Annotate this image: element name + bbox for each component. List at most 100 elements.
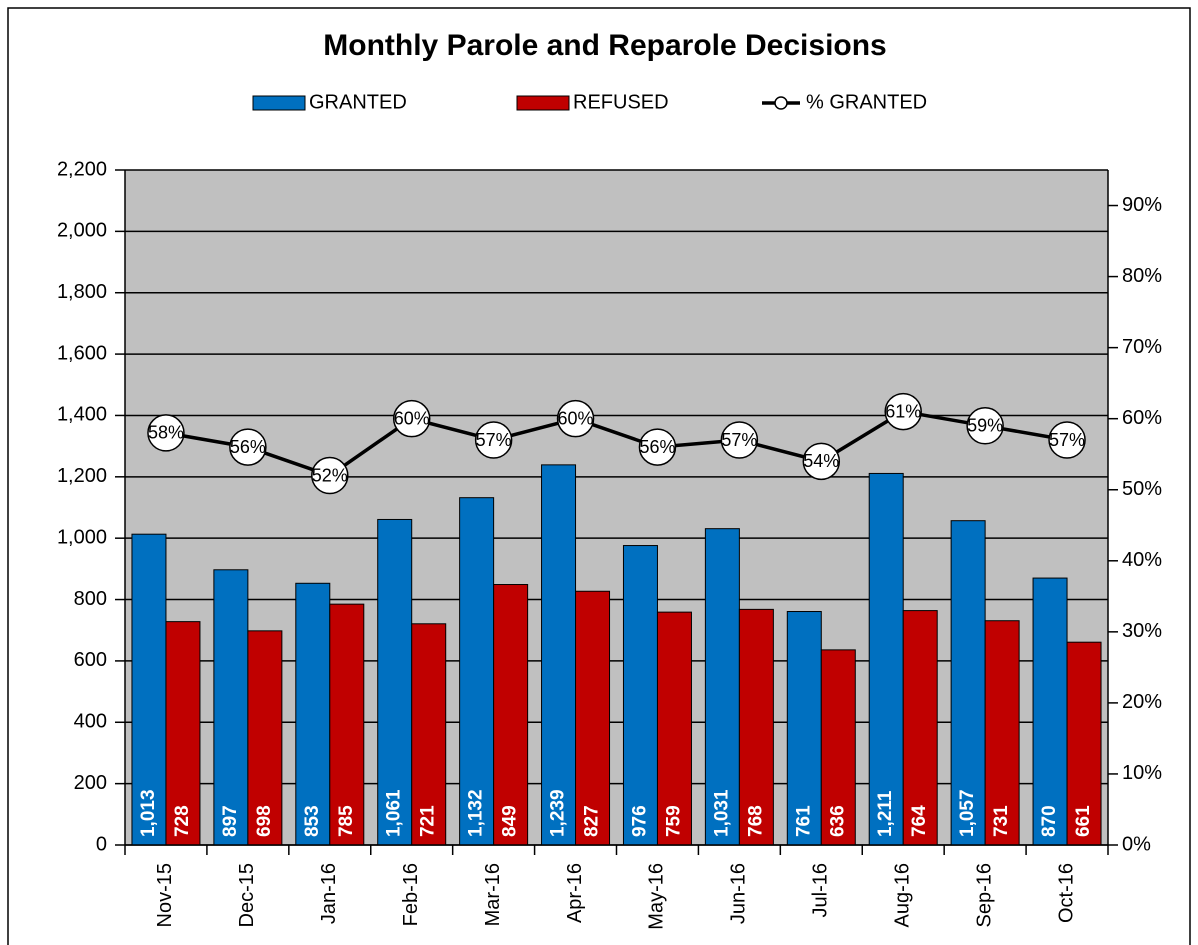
legend-swatch bbox=[516, 95, 570, 111]
y-tick-label: 1,200 bbox=[57, 465, 107, 487]
y2-tick-label: 20% bbox=[1122, 691, 1162, 713]
line-marker bbox=[392, 399, 431, 438]
bar bbox=[902, 610, 938, 846]
bar bbox=[575, 590, 611, 846]
bar bbox=[541, 464, 577, 846]
line-value-label: 54% bbox=[803, 451, 839, 471]
x-tick-label: Oct-16 bbox=[1055, 863, 1077, 923]
legend-label: % GRANTED bbox=[806, 91, 927, 113]
y2-tick-label: 70% bbox=[1122, 336, 1162, 358]
y-tick-label: 1,800 bbox=[57, 281, 107, 303]
line-marker bbox=[474, 421, 513, 459]
bar-value-label: 1,061 bbox=[384, 789, 405, 837]
legend-label: GRANTED bbox=[309, 91, 407, 113]
bar-value-label: 761 bbox=[793, 805, 814, 837]
line-marker bbox=[802, 442, 841, 481]
y2-tick-label: 60% bbox=[1122, 407, 1162, 429]
x-tick-label: Jan-16 bbox=[318, 863, 340, 924]
bar bbox=[329, 603, 365, 846]
x-tick-label: Jun-16 bbox=[728, 863, 750, 924]
y-tick-label: 400 bbox=[74, 711, 107, 733]
x-tick-label: Feb-16 bbox=[400, 863, 422, 926]
bar-value-label: 721 bbox=[418, 805, 439, 837]
bar-value-label: 698 bbox=[254, 805, 275, 837]
y2-tick-label: 30% bbox=[1122, 620, 1162, 642]
y-tick-label: 1,400 bbox=[57, 404, 107, 426]
y-tick-label: 800 bbox=[74, 588, 107, 610]
line-marker bbox=[1048, 421, 1086, 459]
line-marker bbox=[229, 428, 267, 466]
line-value-label: 58% bbox=[148, 423, 184, 443]
legend-label: REFUSED bbox=[573, 91, 669, 113]
bar bbox=[411, 623, 447, 846]
chart-title: Monthly Parole and Reparole Decisions bbox=[323, 29, 886, 62]
bar bbox=[213, 569, 249, 846]
legend-marker bbox=[774, 96, 788, 110]
y-tick-label: 1,000 bbox=[57, 526, 107, 548]
bar bbox=[1032, 577, 1068, 846]
line-marker bbox=[720, 421, 759, 459]
bar-value-label: 728 bbox=[172, 805, 193, 837]
line-value-label: 57% bbox=[721, 430, 757, 450]
bar-value-label: 1,013 bbox=[138, 789, 159, 837]
line-value-label: 60% bbox=[394, 408, 430, 428]
line-marker bbox=[147, 414, 185, 452]
plot-area bbox=[125, 170, 1108, 845]
line-value-label: 52% bbox=[312, 465, 348, 485]
line-marker bbox=[884, 392, 922, 431]
bar-value-label: 1,031 bbox=[711, 789, 732, 837]
y-tick-label: 600 bbox=[74, 649, 107, 671]
x-tick-label: Dec-15 bbox=[236, 863, 258, 927]
y2-tick-label: 0% bbox=[1122, 833, 1151, 855]
x-tick-label: Sep-16 bbox=[973, 863, 995, 928]
bar-value-label: 976 bbox=[629, 805, 650, 837]
bar-value-label: 661 bbox=[1073, 805, 1094, 837]
bar bbox=[786, 611, 822, 846]
bar bbox=[656, 611, 692, 846]
bar-value-label: 636 bbox=[827, 805, 848, 837]
y-tick-label: 2,200 bbox=[57, 158, 107, 180]
bar bbox=[738, 608, 774, 846]
x-tick-label: Apr-16 bbox=[564, 863, 586, 923]
y-tick-label: 1,600 bbox=[57, 342, 107, 364]
x-tick-label: May-16 bbox=[646, 863, 668, 930]
bar bbox=[950, 520, 986, 846]
bar-value-label: 759 bbox=[663, 805, 684, 837]
bar bbox=[377, 518, 413, 846]
line-marker bbox=[638, 428, 677, 466]
bar-value-label: 731 bbox=[991, 805, 1012, 837]
x-tick-label: Aug-16 bbox=[891, 863, 913, 928]
bar-value-label: 768 bbox=[745, 805, 766, 837]
y2-tick-label: 90% bbox=[1122, 194, 1162, 216]
line-marker bbox=[311, 456, 349, 495]
y2-tick-label: 40% bbox=[1122, 549, 1162, 571]
bar bbox=[247, 630, 283, 846]
bar-value-label: 853 bbox=[302, 805, 323, 837]
bar-value-label: 785 bbox=[336, 805, 357, 837]
bar bbox=[820, 649, 856, 846]
legend-swatch bbox=[252, 95, 306, 111]
y2-tick-label: 80% bbox=[1122, 265, 1162, 287]
line-marker bbox=[556, 399, 595, 438]
y-tick-label: 0 bbox=[96, 833, 107, 855]
bar-value-label: 1,211 bbox=[875, 790, 896, 837]
line-value-label: 60% bbox=[558, 408, 594, 428]
bar bbox=[1066, 641, 1102, 846]
bar bbox=[868, 472, 904, 846]
bar-value-label: 827 bbox=[582, 805, 603, 837]
bar bbox=[165, 621, 201, 846]
bar-value-label: 764 bbox=[909, 805, 930, 837]
y2-tick-label: 50% bbox=[1122, 478, 1162, 500]
line-value-label: 56% bbox=[639, 437, 675, 457]
bar bbox=[622, 545, 658, 846]
line-value-label: 56% bbox=[230, 437, 266, 457]
bar-value-label: 870 bbox=[1039, 805, 1060, 837]
bar-value-label: 897 bbox=[220, 805, 241, 837]
y2-tick-label: 10% bbox=[1122, 762, 1162, 784]
bar-value-label: 1,239 bbox=[548, 789, 569, 837]
x-tick-label: Nov-15 bbox=[154, 863, 176, 927]
line-value-label: 57% bbox=[476, 430, 512, 450]
x-tick-label: Mar-16 bbox=[482, 863, 504, 926]
bar-value-label: 849 bbox=[500, 805, 521, 837]
